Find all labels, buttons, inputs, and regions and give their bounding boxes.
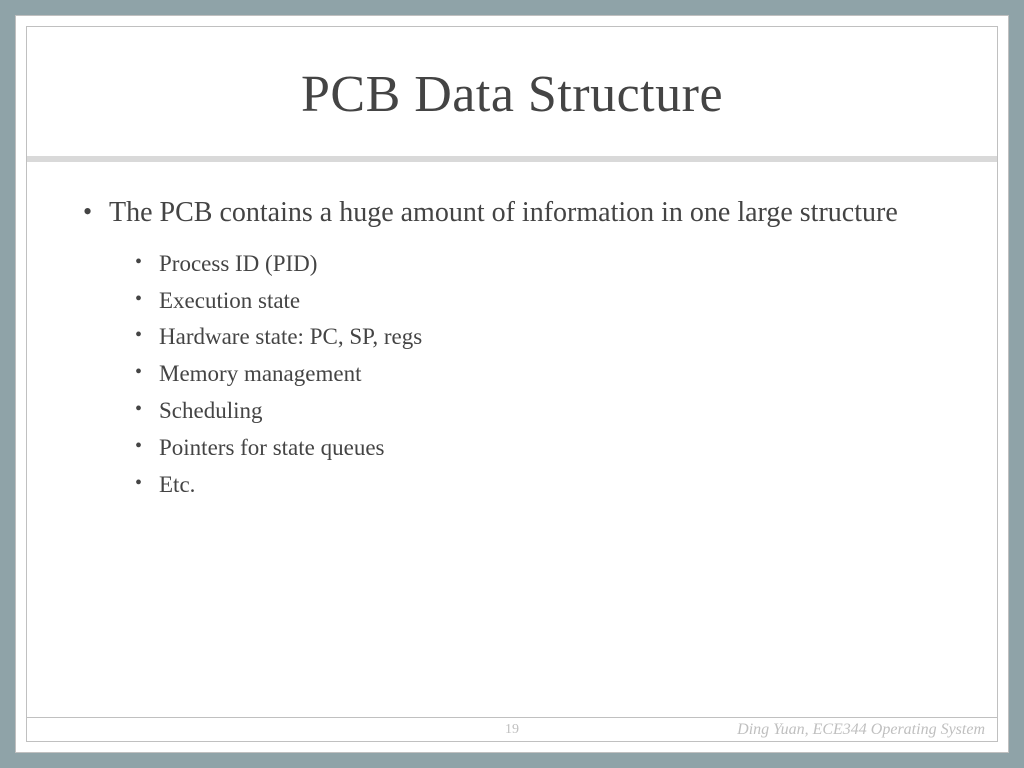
bullet-list-level2: Process ID (PID) Execution state Hardwar…	[109, 246, 947, 504]
bullet-item-level2: Pointers for state queues	[131, 430, 947, 467]
page-number: 19	[505, 722, 519, 738]
title-region: PCB Data Structure	[27, 27, 997, 156]
bullet-item-level2: Memory management	[131, 356, 947, 393]
bullet-item-level2: Etc.	[131, 467, 947, 504]
bullet-item-level2: Execution state	[131, 283, 947, 320]
bullet-item-level2: Hardware state: PC, SP, regs	[131, 319, 947, 356]
bullet-item-level2: Process ID (PID)	[131, 246, 947, 283]
slide-title: PCB Data Structure	[67, 65, 957, 124]
bullet-item-level2: Scheduling	[131, 393, 947, 430]
bullet-item-level1: The PCB contains a huge amount of inform…	[77, 194, 947, 503]
bullet-text: The PCB contains a huge amount of inform…	[109, 197, 898, 228]
slide-outer-frame: PCB Data Structure The PCB contains a hu…	[15, 15, 1009, 753]
slide-inner-frame: PCB Data Structure The PCB contains a hu…	[26, 26, 998, 742]
content-region: The PCB contains a huge amount of inform…	[27, 162, 997, 717]
footer-credit: Ding Yuan, ECE344 Operating System	[737, 721, 985, 739]
footer-region: 19 Ding Yuan, ECE344 Operating System	[27, 717, 997, 741]
bullet-list-level1: The PCB contains a huge amount of inform…	[77, 194, 947, 503]
